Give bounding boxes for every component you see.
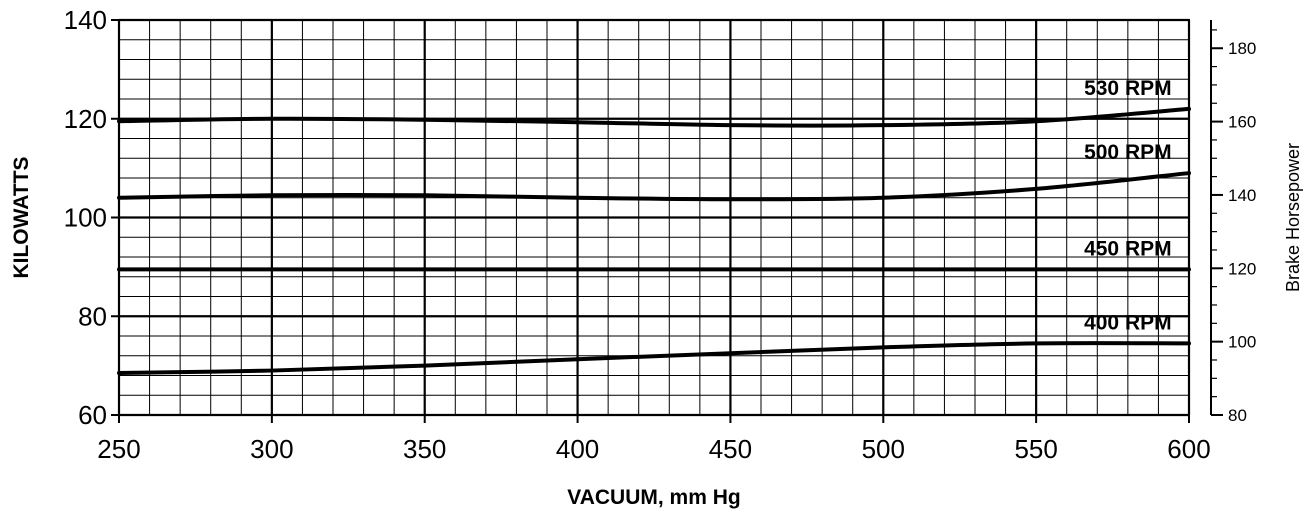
series-label: 400 RPM: [1084, 311, 1172, 334]
right-tick-label: 140: [1228, 186, 1256, 205]
y-tick-label: 60: [78, 400, 107, 430]
x-tick-label: 350: [403, 434, 446, 464]
x-tick-label: 500: [862, 434, 905, 464]
series-labels: 530 RPM 500 RPM 450 RPM 400 RPM: [1084, 77, 1172, 335]
x-tick-label: 450: [709, 434, 752, 464]
series-line: [117, 171, 1191, 202]
right-tick-label: 80: [1228, 406, 1247, 425]
series-line: [117, 106, 1191, 128]
x-tick-label: 300: [250, 434, 293, 464]
y-axis-ticks: 60 80 100 120 140: [64, 5, 119, 430]
right-tick-label: 120: [1228, 259, 1256, 278]
y-tick-label: 80: [78, 301, 107, 331]
x-tick-label: 600: [1167, 434, 1210, 464]
y-tick-label: 100: [64, 203, 107, 233]
right-tick-label: 180: [1228, 39, 1256, 58]
right-axis-title: Brake Horsepower: [1283, 143, 1303, 292]
series-label: 450 RPM: [1084, 237, 1172, 260]
y-tick-label: 140: [64, 5, 107, 35]
right-tick-label: 160: [1228, 113, 1256, 132]
y-axis-title: KILOWATTS: [10, 156, 33, 278]
x-tick-label: 250: [97, 434, 140, 464]
x-tick-label: 550: [1014, 434, 1057, 464]
series-line: [117, 341, 1191, 376]
x-axis-title: VACUUM, mm Hg: [567, 486, 740, 509]
series-lines: [117, 106, 1191, 376]
right-axis: 80 100 120 140 160 180: [1210, 20, 1256, 425]
series-label: 530 RPM: [1084, 77, 1172, 100]
x-axis-ticks: 250 300 350 400 450 500 550 600: [97, 415, 1211, 464]
right-tick-label: 100: [1228, 333, 1256, 352]
x-tick-label: 400: [556, 434, 599, 464]
series-label: 500 RPM: [1084, 141, 1172, 164]
y-tick-label: 120: [64, 104, 107, 134]
